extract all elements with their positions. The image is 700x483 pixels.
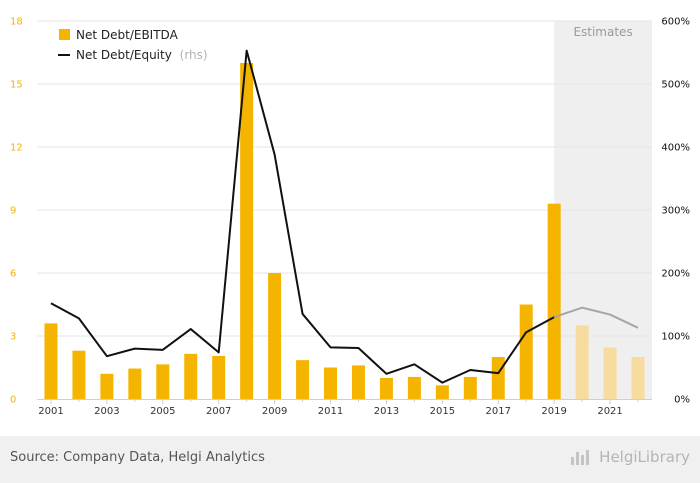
y-right-tick-label: 200%	[661, 269, 690, 280]
bar	[575, 325, 589, 399]
bar	[519, 304, 533, 399]
y-right-tick-label: 400%	[661, 143, 690, 154]
bar	[212, 355, 226, 399]
legend-label-line-name: Net Debt/Equity	[76, 48, 172, 62]
bar	[547, 203, 561, 399]
x-tick-label: 2013	[374, 406, 399, 417]
y-left-tick-label: 12	[10, 143, 23, 154]
y-right-tick-label: 0%	[674, 395, 690, 406]
estimates-label: Estimates	[573, 25, 632, 39]
x-tick-label: 2009	[262, 406, 287, 417]
bar	[72, 350, 86, 399]
legend-swatch-bar	[59, 29, 70, 40]
bar	[351, 365, 365, 399]
bar	[463, 376, 477, 399]
bar	[435, 385, 449, 399]
library-icon	[571, 449, 593, 465]
bar	[240, 63, 254, 399]
y-right-tick-label: 500%	[661, 80, 690, 91]
y-right-tick-label: 300%	[661, 206, 690, 217]
x-tick-label: 2005	[150, 406, 175, 417]
grid-lines	[37, 20, 652, 337]
x-tick-label: 2017	[486, 406, 511, 417]
y-right-tick-label: 600%	[661, 17, 690, 28]
bar	[44, 323, 58, 399]
legend-label-line-suffix: (rhs)	[180, 48, 208, 62]
line-series	[50, 49, 639, 384]
x-tick-label: 2021	[597, 406, 622, 417]
bar	[603, 347, 617, 399]
bar	[379, 378, 393, 399]
bar	[128, 368, 142, 399]
y-left-tick-label: 15	[10, 80, 23, 91]
x-tick-label: 2011	[318, 406, 343, 417]
x-tick-label: 2001	[38, 406, 63, 417]
x-tick-label: 2007	[206, 406, 231, 417]
bar-series	[44, 63, 645, 399]
bar	[407, 376, 421, 399]
y-left-tick-label: 0	[10, 395, 16, 406]
y-left-tick-label: 9	[10, 206, 16, 217]
bar	[268, 273, 282, 399]
bar	[296, 360, 310, 399]
source-note: Source: Company Data, Helgi Analytics	[10, 450, 265, 465]
brand-logo: HelgiLibrary	[571, 448, 690, 466]
x-tick-label: 2003	[94, 406, 119, 417]
bar	[491, 357, 505, 399]
bar	[631, 357, 645, 399]
axes: 0 0% 3 100% 6 200% 9 300% 12 400% 15 500% 18 600% 2001…	[10, 17, 690, 418]
bar	[156, 364, 170, 399]
y-left-tick-label: 18	[10, 17, 23, 28]
y-left-tick-label: 3	[10, 332, 16, 343]
brand-name: HelgiLibrary	[599, 448, 690, 466]
legend-label-line: Net Debt/Equity (rhs)	[76, 48, 208, 62]
x-tick-label: 2015	[430, 406, 455, 417]
bar	[184, 353, 198, 399]
bar	[100, 373, 114, 399]
line-estimate	[553, 306, 639, 329]
bar	[324, 367, 338, 399]
x-tick-label: 2019	[541, 406, 566, 417]
legend-label-bar: Net Debt/EBITDA	[76, 28, 179, 42]
legend: Net Debt/EBITDA Net Debt/Equity (rhs)	[58, 28, 208, 62]
line-actual	[50, 49, 555, 384]
y-right-tick-label: 100%	[661, 332, 690, 343]
y-left-tick-label: 6	[10, 269, 16, 280]
